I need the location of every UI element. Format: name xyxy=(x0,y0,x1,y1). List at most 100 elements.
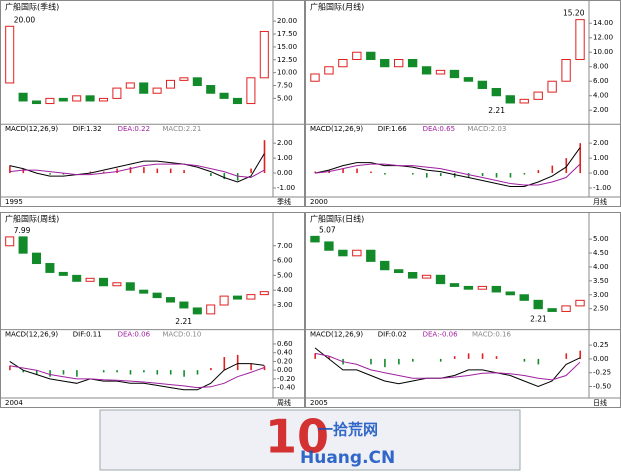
y-tick-label: 5.00 xyxy=(277,94,293,102)
macd-bar xyxy=(62,173,65,175)
period-label: 周线 xyxy=(277,398,291,407)
candle xyxy=(165,79,176,89)
x-start-label: 1995 xyxy=(5,198,23,206)
macd-bar xyxy=(250,363,252,371)
candle xyxy=(352,249,362,257)
macd-bar xyxy=(169,370,172,375)
y-tick-label: 2.00 xyxy=(593,106,609,114)
candle xyxy=(449,283,460,287)
candle xyxy=(547,308,557,312)
y-tick-label: 0.00 xyxy=(277,366,293,374)
watermark-site: Huang.CN xyxy=(300,448,395,468)
macd-label: DIF:0.02 xyxy=(378,331,407,339)
y-tick-label: 2.50 xyxy=(593,305,609,313)
panel-title: 广船国际(周线) xyxy=(5,214,59,224)
candle xyxy=(533,299,543,310)
y-tick-label: -0.50 xyxy=(593,382,611,390)
macd-bar xyxy=(384,173,386,175)
macd-label: MACD(12,26,9) xyxy=(310,125,363,133)
macd-dif-line xyxy=(9,153,265,183)
candle xyxy=(393,269,404,274)
y-tick-label: -0.40 xyxy=(277,384,295,392)
macd-bar xyxy=(49,370,51,377)
y-tick-label: 0.40 xyxy=(277,349,293,357)
macd-bar xyxy=(22,168,25,174)
macd-bar xyxy=(210,173,212,177)
candle xyxy=(112,87,122,99)
candle xyxy=(152,87,162,94)
candle xyxy=(352,51,362,60)
candle xyxy=(366,51,376,60)
x-start-label: 2000 xyxy=(310,198,328,206)
macd-bar xyxy=(509,173,512,178)
candle xyxy=(338,58,348,68)
candle xyxy=(219,92,229,99)
candle xyxy=(561,305,571,312)
macd-dea-line xyxy=(9,163,265,179)
macd-bar xyxy=(523,173,526,175)
y-tick-label: 1.00 xyxy=(593,154,609,162)
macd-bar xyxy=(22,370,25,373)
macd-bar xyxy=(102,370,105,373)
macd-bar xyxy=(9,165,11,174)
candle xyxy=(366,249,376,262)
macd-label: MACD(12,26,9) xyxy=(5,331,58,339)
annotation: 7.99 xyxy=(14,226,31,235)
candle xyxy=(232,295,243,300)
macd-bar xyxy=(370,358,372,365)
y-tick-label: 4.50 xyxy=(593,249,609,257)
macd-bar xyxy=(129,167,132,174)
macd-bar xyxy=(263,140,266,174)
y-tick-label: 12.50 xyxy=(277,56,297,64)
annotation: 20.00 xyxy=(14,15,36,24)
candle xyxy=(165,297,176,303)
y-tick-label: -0.20 xyxy=(277,375,295,383)
candle xyxy=(575,299,585,307)
macd-bar xyxy=(89,171,92,174)
macd-bar xyxy=(481,353,484,359)
y-tick-label: 8.00 xyxy=(593,63,609,71)
macd-bar xyxy=(495,356,498,359)
candle xyxy=(179,77,189,81)
macd-dea-line xyxy=(9,365,265,389)
macd-bar xyxy=(116,370,118,373)
y-tick-label: -0.25 xyxy=(593,369,611,377)
macd-bar xyxy=(439,358,442,362)
candle xyxy=(85,95,95,102)
candle xyxy=(98,97,109,102)
candle xyxy=(219,295,229,306)
y-tick-label: 4.00 xyxy=(593,263,609,271)
macd-bar xyxy=(425,173,428,178)
candle xyxy=(421,66,432,75)
macd-dif-line xyxy=(314,147,581,187)
annotation: 2.21 xyxy=(175,317,192,326)
macd-bar xyxy=(116,168,118,174)
candle xyxy=(519,294,529,301)
y-tick-label: 2.00 xyxy=(277,139,293,147)
candle xyxy=(139,289,149,294)
panel-title: 广船国际(日线) xyxy=(310,214,364,224)
candle xyxy=(505,291,515,296)
y-tick-label: 0.00 xyxy=(593,169,609,177)
macd-bar xyxy=(223,357,226,371)
macd-bar xyxy=(183,370,185,377)
y-tick-label: 6.00 xyxy=(593,77,609,85)
macd-bar xyxy=(579,350,582,359)
candle xyxy=(18,236,28,254)
y-tick-label: 0.00 xyxy=(277,169,293,177)
macd-bar xyxy=(314,353,316,359)
panel-frame xyxy=(0,0,305,207)
candle xyxy=(338,249,348,257)
y-tick-label: 12.00 xyxy=(593,34,613,42)
macd-bar xyxy=(143,167,145,174)
annotation: 2.21 xyxy=(488,106,505,115)
y-tick-label: 15.00 xyxy=(277,43,297,51)
candle xyxy=(324,66,334,75)
annotation: 5.07 xyxy=(319,225,336,234)
candle xyxy=(179,301,189,309)
candle xyxy=(519,98,529,104)
candle xyxy=(407,272,418,279)
macd-bar xyxy=(398,358,400,365)
macd-bar xyxy=(551,165,554,174)
y-tick-label: 6.00 xyxy=(277,257,293,265)
